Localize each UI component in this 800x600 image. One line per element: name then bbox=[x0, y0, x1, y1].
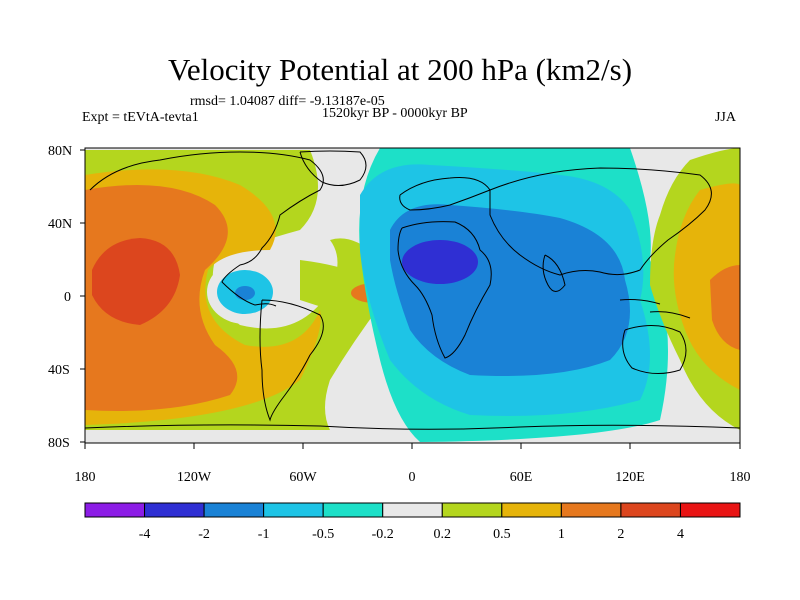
eastern-negative-2 bbox=[402, 240, 478, 284]
south-america-outline bbox=[259, 299, 324, 422]
colorbar-swatch bbox=[441, 502, 503, 518]
colorbar-label: 0.5 bbox=[493, 527, 511, 542]
africa-outline bbox=[397, 221, 492, 359]
colorbar-swatch bbox=[263, 502, 324, 518]
colorbar-label: 0.2 bbox=[434, 527, 452, 542]
colorbar-label: 2 bbox=[617, 527, 624, 542]
lon-tick-120e: 120E bbox=[615, 470, 645, 485]
lat-tick-80n: 80N bbox=[48, 144, 72, 159]
colorbar-swatch bbox=[84, 502, 146, 518]
central-america-core bbox=[235, 286, 255, 300]
lon-tick-180-left: 180 bbox=[75, 470, 96, 485]
lon-tick-120w: 120W bbox=[177, 470, 212, 485]
colorbar-swatch bbox=[679, 502, 741, 518]
greenland-outline bbox=[299, 150, 367, 186]
period-label: 1520kyr BP - 0000kyr BP bbox=[322, 106, 468, 121]
lat-tick-80s: 80S bbox=[48, 436, 70, 451]
colorbar-label: 4 bbox=[677, 527, 684, 542]
colorbar: -4 -2 -1 -0.5 -0.2 0.2 0.5 1 2 4 bbox=[84, 502, 741, 542]
lat-tick-40s: 40S bbox=[48, 363, 70, 378]
colorbar-swatch bbox=[322, 502, 384, 518]
asia-outline bbox=[489, 167, 712, 276]
colorbar-label: -1 bbox=[258, 527, 270, 542]
lon-tick-180-right: 180 bbox=[730, 470, 751, 485]
season-label: JJA bbox=[714, 110, 736, 125]
rmsd-label: rmsd= 1.04087 diff= -9.13187e-05 bbox=[190, 94, 385, 109]
colorbar-swatch bbox=[144, 502, 205, 518]
north-america-outline bbox=[89, 151, 324, 307]
colorbar-swatch bbox=[203, 502, 265, 518]
lon-tick-0: 0 bbox=[409, 470, 416, 485]
lon-tick-60w: 60W bbox=[289, 470, 317, 485]
india-outline bbox=[542, 254, 566, 292]
contour-field bbox=[85, 148, 740, 443]
colorbar-label: 1 bbox=[558, 527, 565, 542]
pacific-positive-2b bbox=[92, 238, 180, 325]
coastlines bbox=[85, 150, 740, 430]
wpacific-positive-2 bbox=[710, 265, 740, 350]
lat-axis: 80N 40N 0 40S 80S bbox=[48, 144, 85, 451]
colorbar-swatch bbox=[501, 502, 562, 518]
colorbar-label: -0.2 bbox=[372, 527, 394, 542]
lat-tick-40n: 40N bbox=[48, 217, 72, 232]
colorbar-label: -4 bbox=[139, 527, 151, 542]
antarctica-outline bbox=[85, 424, 740, 430]
lat-tick-0: 0 bbox=[64, 290, 71, 305]
australia-outline bbox=[622, 325, 687, 374]
colorbar-swatch bbox=[560, 502, 622, 518]
indonesia-outline bbox=[619, 299, 691, 319]
lon-axis: 180 120W 60W 0 60E 120E 180 bbox=[75, 443, 751, 485]
colorbar-swatch bbox=[620, 502, 681, 518]
colorbar-label: -0.5 bbox=[312, 527, 334, 542]
experiment-label: Expt = tEVtA-tevta1 bbox=[82, 110, 199, 125]
lon-tick-60e: 60E bbox=[510, 470, 533, 485]
map-title: Velocity Potential at 200 hPa (km2/s) bbox=[167, 52, 633, 87]
colorbar-swatch bbox=[382, 502, 443, 518]
colorbar-label: -2 bbox=[198, 527, 210, 542]
europe-outline bbox=[399, 177, 491, 211]
